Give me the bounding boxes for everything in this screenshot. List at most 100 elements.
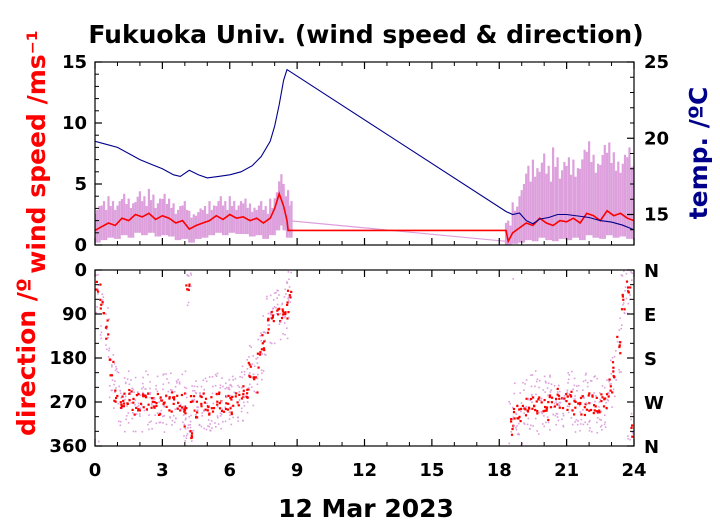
raw-direction-point <box>567 378 570 381</box>
raw-direction-point <box>519 392 521 394</box>
raw-direction-point <box>529 399 531 401</box>
raw-direction-point <box>594 375 596 377</box>
raw-direction-point <box>635 277 637 279</box>
raw-direction-point <box>252 355 254 357</box>
raw-direction-point <box>604 421 606 424</box>
raw-direction-point <box>125 382 127 385</box>
raw-direction-point <box>582 380 585 383</box>
raw-direction-point <box>538 386 540 389</box>
direction-point <box>200 395 203 399</box>
raw-direction-point <box>106 328 108 330</box>
direction-point <box>608 378 611 381</box>
direction-point <box>272 320 275 323</box>
raw-direction-point <box>163 405 165 408</box>
direction-point <box>189 400 192 404</box>
raw-direction-point <box>228 379 231 381</box>
temperature-series <box>95 68 634 231</box>
raw-direction-point <box>554 414 557 417</box>
direction-point <box>607 395 610 398</box>
direction-point <box>179 409 182 412</box>
bottom-panel-plot <box>95 270 639 446</box>
direction-point <box>580 413 583 416</box>
raw-direction-point <box>536 378 539 381</box>
raw-direction-point <box>535 393 537 396</box>
raw-direction-point <box>596 421 598 424</box>
raw-direction-point <box>523 423 526 425</box>
raw-direction-point <box>118 420 120 423</box>
raw-direction-point <box>556 391 559 393</box>
raw-direction-point <box>159 412 161 414</box>
direction-point <box>160 399 163 402</box>
raw-direction-point <box>637 291 639 293</box>
raw-direction-point <box>596 432 599 434</box>
raw-direction-point <box>620 274 623 276</box>
raw-direction-point <box>558 384 560 387</box>
direction-point <box>229 407 232 410</box>
raw-direction-point <box>250 346 252 348</box>
direction-point <box>119 406 123 409</box>
direction-point <box>246 392 249 395</box>
direction-point <box>202 392 205 395</box>
raw-direction-point <box>562 424 564 427</box>
raw-direction-point <box>95 311 97 314</box>
direction-point <box>605 393 609 396</box>
direction-point <box>289 296 292 299</box>
direction-point <box>558 397 561 400</box>
direction-point <box>234 395 237 398</box>
raw-direction-point <box>552 406 555 408</box>
raw-direction-point <box>544 380 547 383</box>
raw-direction-point <box>193 390 196 392</box>
raw-direction-point <box>545 421 547 424</box>
direction-point <box>635 271 637 273</box>
raw-direction-point <box>607 392 610 394</box>
raw-direction-point <box>285 293 287 295</box>
raw-direction-point <box>290 271 292 274</box>
raw-direction-point <box>193 398 196 401</box>
raw-direction-point <box>127 370 130 372</box>
direction-point <box>247 388 250 391</box>
raw-direction-point <box>594 410 597 413</box>
raw-direction-point <box>240 387 243 389</box>
raw-direction-point <box>238 386 241 388</box>
direction-point <box>248 374 251 378</box>
raw-direction-point <box>516 425 518 427</box>
raw-direction-point <box>224 420 227 423</box>
direction-point <box>109 374 112 377</box>
direction-point <box>210 396 213 399</box>
raw-direction-point <box>630 412 633 415</box>
direction-point <box>290 290 293 293</box>
raw-direction-point <box>540 411 543 413</box>
raw-direction-point <box>571 423 574 426</box>
raw-direction-point <box>243 405 246 407</box>
raw-direction-point <box>224 406 226 409</box>
raw-direction-point <box>585 402 587 404</box>
raw-direction-point <box>598 418 601 421</box>
raw-direction-point <box>156 390 159 393</box>
direction-point <box>192 395 196 398</box>
raw-direction-point <box>527 417 530 420</box>
raw-direction-point <box>248 356 250 358</box>
raw-direction-point <box>171 389 173 392</box>
raw-direction-point <box>186 304 189 307</box>
raw-direction-point <box>106 348 108 351</box>
direction-point <box>110 374 114 377</box>
raw-direction-point <box>568 405 570 408</box>
direction-point <box>545 408 548 411</box>
raw-direction-point <box>207 425 209 427</box>
raw-direction-point <box>191 399 194 401</box>
raw-direction-point <box>195 413 197 416</box>
raw-direction-point <box>225 382 227 385</box>
raw-direction-point <box>246 401 249 403</box>
raw-direction-point <box>132 430 135 433</box>
raw-direction-point <box>540 399 542 402</box>
raw-direction-point <box>261 353 264 355</box>
raw-direction-point <box>126 378 129 380</box>
compass-label: N <box>644 437 659 458</box>
raw-direction-point <box>250 386 253 388</box>
direction-point <box>168 397 171 400</box>
direction-point <box>524 408 527 411</box>
direction-point <box>635 273 637 275</box>
direction-point <box>142 406 145 409</box>
compass-label: W <box>644 393 664 414</box>
raw-direction-point <box>190 274 193 276</box>
